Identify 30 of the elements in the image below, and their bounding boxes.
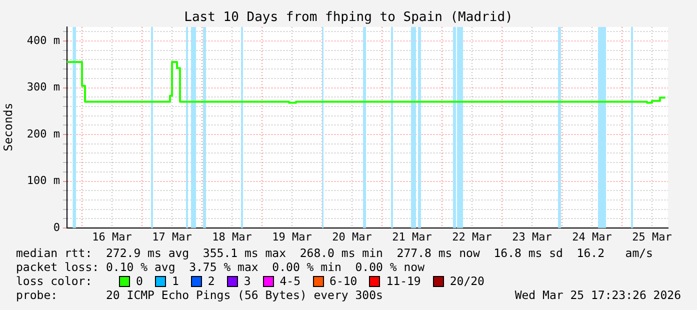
x-tick-label: 23 Mar bbox=[512, 230, 552, 244]
legend-title: loss color: bbox=[16, 274, 94, 288]
x-tick-label: 25 Mar bbox=[632, 230, 672, 244]
text: probe: 20 ICMP Echo Pings (56 Bytes) every 300s bbox=[16, 288, 383, 302]
chart-title: Last 10 Days from fhping to Spain (Madrid) bbox=[183, 10, 514, 25]
y-axis-title: Seconds bbox=[1, 102, 15, 154]
legend-label: 6-10 bbox=[330, 274, 358, 288]
legend-label: 1 bbox=[172, 274, 179, 288]
y-tick-label: 0 bbox=[53, 220, 60, 234]
y-tick-label: 400 m bbox=[26, 34, 60, 47]
legend-label: 4-5 bbox=[280, 274, 301, 288]
legend-label: 3 bbox=[244, 274, 251, 288]
x-tick-label: 18 Mar bbox=[212, 230, 252, 244]
legend-label: 11-19 bbox=[386, 274, 421, 288]
x-tick-label: 22 Mar bbox=[452, 230, 492, 244]
text: packet loss: 0.10 % avg 3.75 % max 0.00 % min 0.00 % now bbox=[16, 260, 424, 274]
legend-label: 2 bbox=[208, 274, 215, 288]
y-tick-label: 200 m bbox=[26, 127, 60, 140]
legend-label: 0 bbox=[136, 274, 143, 288]
x-tick-label: 16 Mar bbox=[92, 230, 132, 244]
x-tick-label: 20 Mar bbox=[332, 230, 372, 244]
x-tick-label: 21 Mar bbox=[392, 230, 432, 244]
text: median rtt: 272.9 ms avg 355.1 ms max 268.0 ms min 277.8 ms now 16.8 ms sd 16.2 am/s bbox=[16, 246, 653, 260]
x-tick-label: 24 Mar bbox=[572, 230, 612, 244]
y-tick-label: 300 m bbox=[26, 80, 60, 94]
x-tick-label: 17 Mar bbox=[152, 230, 192, 244]
y-tick-label: 100 m bbox=[26, 174, 60, 188]
legend-label: 20/20 bbox=[450, 274, 484, 288]
x-tick-label: 19 Mar bbox=[272, 230, 312, 244]
text: Wed Mar 25 17:23:26 2026 bbox=[514, 288, 681, 302]
